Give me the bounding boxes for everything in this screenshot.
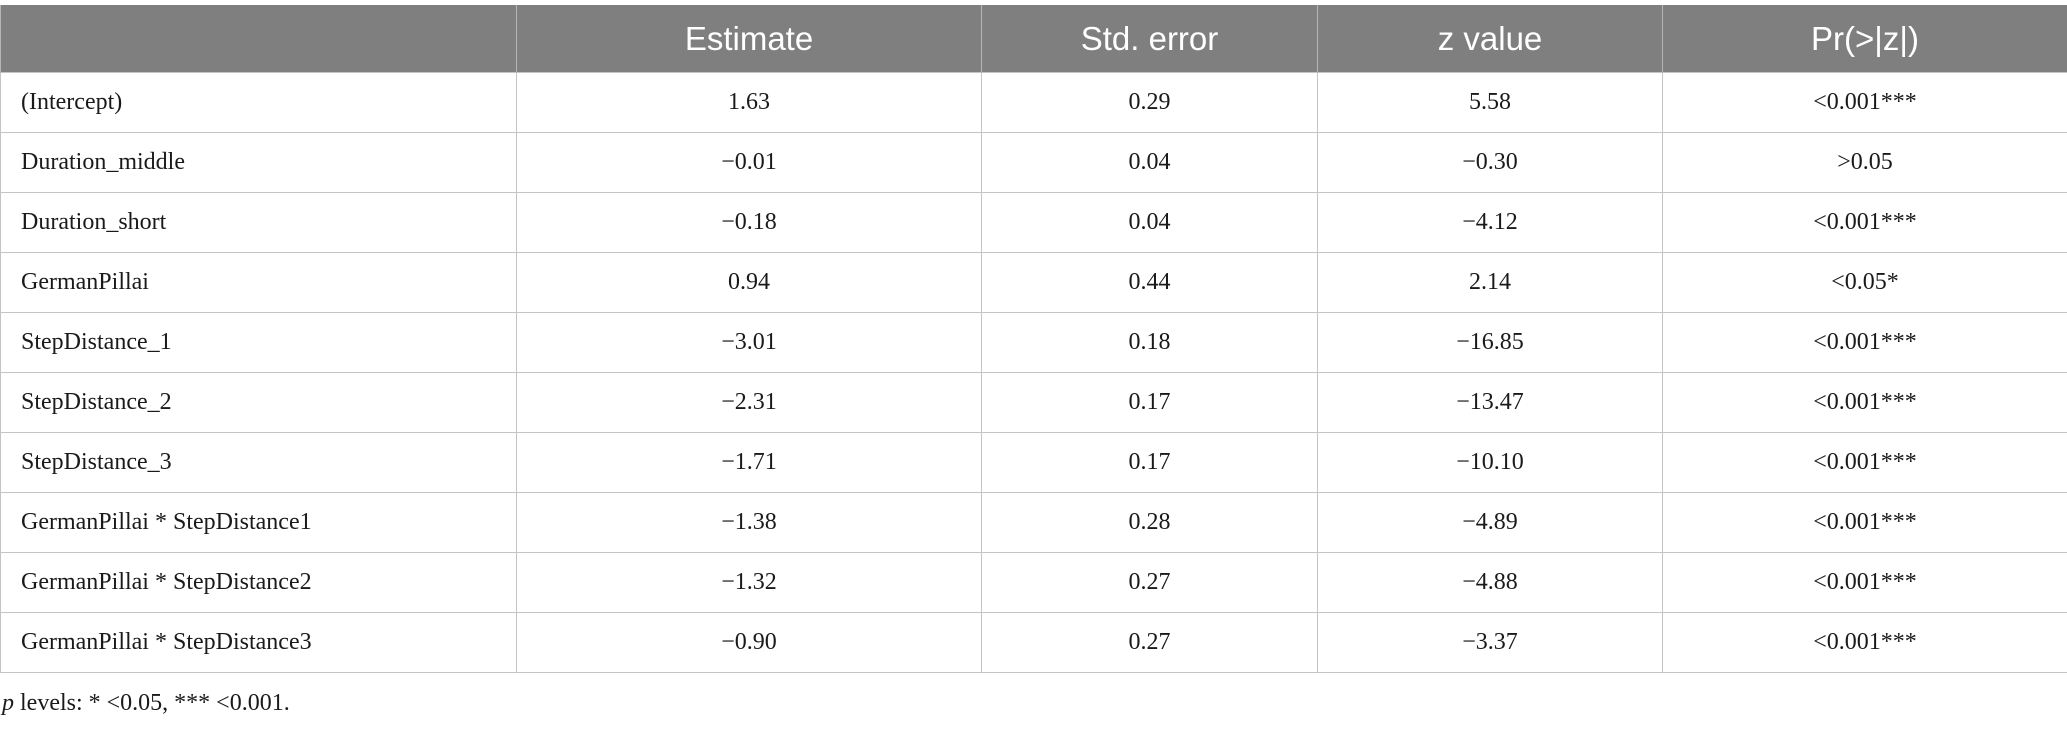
cell-term: StepDistance_2 bbox=[0, 372, 517, 433]
cell-z-value: 2.14 bbox=[1317, 252, 1663, 313]
regression-table: Estimate Std. error z value Pr(>|z|) (In… bbox=[0, 5, 2067, 673]
cell-p-value: <0.001*** bbox=[1662, 312, 2067, 373]
regression-table-container: Estimate Std. error z value Pr(>|z|) (In… bbox=[0, 5, 2067, 673]
header-cell-estimate: Estimate bbox=[516, 5, 982, 73]
cell-estimate: −3.01 bbox=[516, 312, 982, 373]
table-row: Duration_middle −0.01 0.04 −0.30 >0.05 bbox=[0, 132, 2067, 193]
cell-z-value: −0.30 bbox=[1317, 132, 1663, 193]
cell-p-value: <0.001*** bbox=[1662, 552, 2067, 613]
cell-std-error: 0.04 bbox=[981, 192, 1318, 253]
cell-p-value: <0.05* bbox=[1662, 252, 2067, 313]
header-row: Estimate Std. error z value Pr(>|z|) bbox=[0, 5, 2067, 73]
cell-z-value: −10.10 bbox=[1317, 432, 1663, 493]
cell-z-value: −3.37 bbox=[1317, 612, 1663, 673]
cell-estimate: −0.01 bbox=[516, 132, 982, 193]
cell-estimate: −1.71 bbox=[516, 432, 982, 493]
header-cell-term bbox=[0, 5, 517, 73]
cell-estimate: −0.18 bbox=[516, 192, 982, 253]
cell-z-value: −4.88 bbox=[1317, 552, 1663, 613]
cell-p-value: >0.05 bbox=[1662, 132, 2067, 193]
table-row: GermanPillai * StepDistance1 −1.38 0.28 −4.… bbox=[0, 492, 2067, 553]
cell-z-value: −4.12 bbox=[1317, 192, 1663, 253]
cell-std-error: 0.18 bbox=[981, 312, 1318, 373]
cell-p-value: <0.001*** bbox=[1662, 372, 2067, 433]
cell-z-value: 5.58 bbox=[1317, 72, 1663, 133]
cell-std-error: 0.27 bbox=[981, 552, 1318, 613]
header-cell-p-value: Pr(>|z|) bbox=[1662, 5, 2067, 73]
cell-term: GermanPillai * StepDistance2 bbox=[0, 552, 517, 613]
cell-p-value: <0.001*** bbox=[1662, 72, 2067, 133]
cell-estimate: −2.31 bbox=[516, 372, 982, 433]
cell-term: StepDistance_1 bbox=[0, 312, 517, 373]
table-row: (Intercept) 1.63 0.29 5.58 <0.001*** bbox=[0, 72, 2067, 133]
table-footnote: p levels: * <0.05, *** <0.001. bbox=[2, 690, 290, 717]
cell-std-error: 0.17 bbox=[981, 372, 1318, 433]
table-row: StepDistance_1 −3.01 0.18 −16.85 <0.001*** bbox=[0, 312, 2067, 373]
cell-z-value: −16.85 bbox=[1317, 312, 1663, 373]
cell-p-value: <0.001*** bbox=[1662, 492, 2067, 553]
cell-std-error: 0.17 bbox=[981, 432, 1318, 493]
cell-std-error: 0.44 bbox=[981, 252, 1318, 313]
table-row: StepDistance_2 −2.31 0.17 −13.47 <0.001*** bbox=[0, 372, 2067, 433]
cell-z-value: −4.89 bbox=[1317, 492, 1663, 553]
cell-term: GermanPillai * StepDistance1 bbox=[0, 492, 517, 553]
table-body: (Intercept) 1.63 0.29 5.58 <0.001*** Duration… bbox=[0, 72, 2067, 673]
cell-term: StepDistance_3 bbox=[0, 432, 517, 493]
cell-std-error: 0.29 bbox=[981, 72, 1318, 133]
table-row: GermanPillai 0.94 0.44 2.14 <0.05* bbox=[0, 252, 2067, 313]
cell-term: (Intercept) bbox=[0, 72, 517, 133]
table-row: GermanPillai * StepDistance3 −0.90 0.27 −3.… bbox=[0, 612, 2067, 673]
cell-p-value: <0.001*** bbox=[1662, 192, 2067, 253]
cell-term: GermanPillai bbox=[0, 252, 517, 313]
footnote-p-symbol: p bbox=[2, 690, 14, 716]
cell-estimate: −0.90 bbox=[516, 612, 982, 673]
cell-estimate: 1.63 bbox=[516, 72, 982, 133]
cell-estimate: −1.38 bbox=[516, 492, 982, 553]
table-row: Duration_short −0.18 0.04 −4.12 <0.001*** bbox=[0, 192, 2067, 253]
cell-std-error: 0.27 bbox=[981, 612, 1318, 673]
cell-term: GermanPillai * StepDistance3 bbox=[0, 612, 517, 673]
cell-std-error: 0.28 bbox=[981, 492, 1318, 553]
cell-term: Duration_middle bbox=[0, 132, 517, 193]
cell-term: Duration_short bbox=[0, 192, 517, 253]
header-cell-std-error: Std. error bbox=[981, 5, 1318, 73]
header-cell-z-value: z value bbox=[1317, 5, 1663, 73]
cell-p-value: <0.001*** bbox=[1662, 612, 2067, 673]
table-row: GermanPillai * StepDistance2 −1.32 0.27 −4.… bbox=[0, 552, 2067, 613]
footnote-text: levels: * <0.05, *** <0.001. bbox=[14, 690, 290, 716]
cell-z-value: −13.47 bbox=[1317, 372, 1663, 433]
cell-estimate: 0.94 bbox=[516, 252, 982, 313]
table-row: StepDistance_3 −1.71 0.17 −10.10 <0.001*** bbox=[0, 432, 2067, 493]
cell-estimate: −1.32 bbox=[516, 552, 982, 613]
table-header: Estimate Std. error z value Pr(>|z|) bbox=[0, 5, 2067, 73]
cell-std-error: 0.04 bbox=[981, 132, 1318, 193]
cell-p-value: <0.001*** bbox=[1662, 432, 2067, 493]
